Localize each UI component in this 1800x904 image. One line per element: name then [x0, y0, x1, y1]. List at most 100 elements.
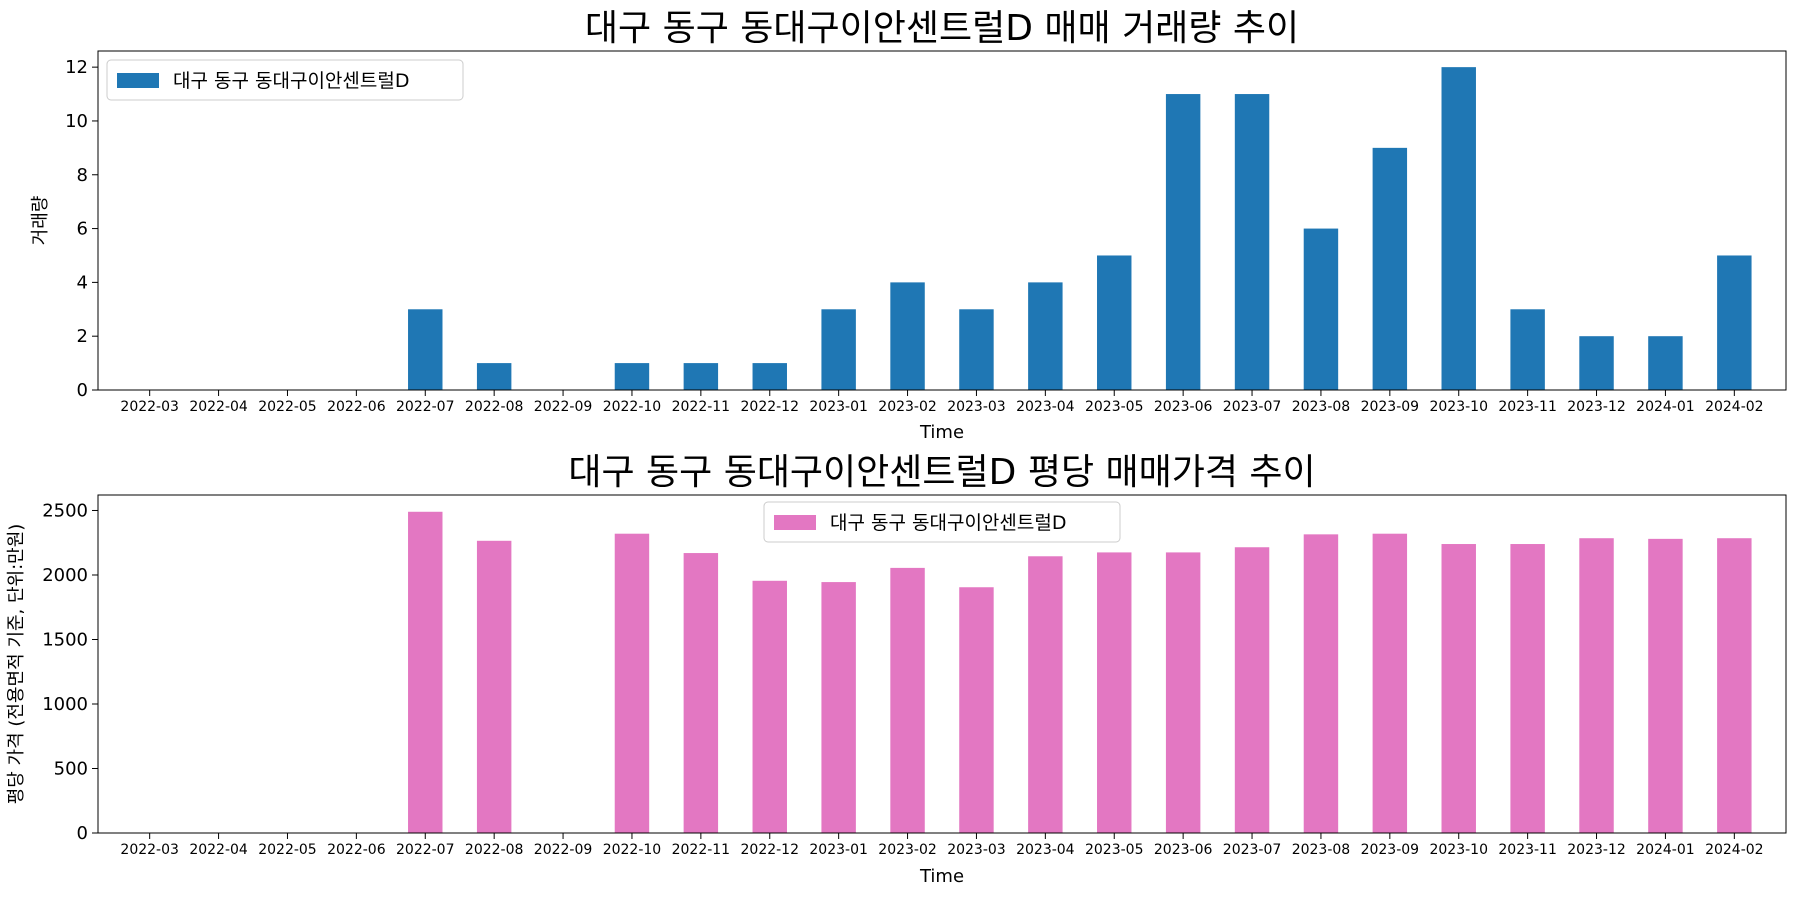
x-tick-label: 2023-08: [1292, 399, 1351, 415]
bar-2023-05: [1097, 255, 1132, 390]
bar-2023-07: [1234, 547, 1270, 833]
bar-2023-10: [1441, 67, 1476, 391]
bar-2023-06: [1165, 94, 1201, 391]
x-tick-label: 2023-01: [809, 399, 868, 415]
x-tick-label: 2024-01: [1636, 399, 1695, 415]
chart-panel-1: 대구 동구 동대구이안센트럴D 매매 거래량 추이 0 2 4 6 8 10 12 2022-0…: [30, 8, 1787, 443]
x-tick-label: 2023-09: [1361, 399, 1420, 415]
y-tick-label: 0: [77, 823, 88, 844]
x-tick-label: 2022-04: [189, 842, 248, 858]
bar-2024-02: [1717, 255, 1752, 390]
bar-2022-12: [752, 580, 787, 833]
y-tick-label: 0: [77, 380, 88, 401]
bar-2023-11: [1510, 309, 1545, 390]
x-tick-label: 2023-04: [1016, 399, 1075, 415]
x-tick-label: 2023-05: [1085, 399, 1144, 415]
x-tick-label: 2024-01: [1636, 842, 1695, 858]
x-tick-label: 2023-11: [1498, 399, 1557, 415]
bar-2022-12: [752, 363, 787, 390]
x-tick-label: 2022-08: [465, 399, 524, 415]
legend: 대구 동구 동대구이안센트럴D: [763, 501, 1121, 543]
legend-swatch: [117, 73, 159, 88]
bar-2024-02: [1717, 538, 1752, 833]
y-tick-label: 4: [77, 272, 88, 293]
y-tick-label: 1000: [42, 694, 88, 715]
x-tick-label: 2022-06: [327, 842, 386, 858]
x-tick-label: 2023-06: [1154, 399, 1213, 415]
bar-2023-12: [1579, 336, 1614, 390]
bar-2023-07: [1234, 94, 1270, 391]
x-tick-label: 2023-12: [1567, 399, 1626, 415]
x-tick-label: 2023-07: [1223, 842, 1282, 858]
y-tick-label: 12: [65, 57, 88, 78]
y-tick-label: 2500: [42, 500, 88, 521]
x-tick-label: 2023-03: [947, 399, 1006, 415]
y-tick-label: 6: [77, 219, 88, 240]
y-tick-label: 1500: [42, 629, 88, 650]
x-tick-label: 2022-07: [396, 842, 455, 858]
x-tick-label: 2023-11: [1498, 842, 1557, 858]
bar-2023-01: [821, 309, 856, 390]
chart-title: 대구 동구 동대구이안센트럴D 매매 거래량 추이: [585, 8, 1299, 49]
x-tick-label: 2022-05: [258, 399, 317, 415]
bar-2022-10: [614, 363, 650, 390]
legend-label: 대구 동구 동대구이안센트럴D: [173, 70, 409, 92]
y-tick-label: 10: [65, 111, 88, 132]
x-tick-label: 2022-10: [603, 399, 662, 415]
bar-2023-01: [821, 582, 856, 833]
bar-2023-06: [1165, 552, 1201, 833]
bar-2023-02: [890, 282, 925, 390]
y-axis-label: 거래량: [30, 196, 51, 246]
y-tick-label: 2000: [42, 565, 88, 586]
bar-2023-03: [959, 587, 994, 833]
x-tick-label: 2023-05: [1085, 842, 1144, 858]
x-tick-label: 2023-02: [878, 842, 937, 858]
x-tick-label: 2022-05: [258, 842, 317, 858]
bar-2023-03: [959, 309, 994, 390]
legend-swatch: [774, 515, 816, 530]
y-tick-label: 500: [54, 758, 88, 779]
bar-2022-08: [476, 363, 512, 390]
x-tick-label: 2022-04: [189, 399, 248, 415]
x-tick-label: 2022-08: [465, 842, 524, 858]
bar-2023-09: [1372, 533, 1408, 833]
legend-label: 대구 동구 동대구이안센트럴D: [830, 512, 1066, 534]
bar-2023-08: [1303, 228, 1339, 390]
bar-series: [408, 511, 1752, 833]
bar-2022-11: [683, 553, 719, 833]
x-tick-label: 2022-12: [741, 842, 800, 858]
x-tick-label: 2024-02: [1705, 842, 1764, 858]
x-tick-label: 2023-12: [1567, 842, 1626, 858]
bar-2022-10: [614, 533, 650, 833]
x-tick-label: 2022-03: [120, 399, 179, 415]
plot-frame: [97, 494, 1787, 834]
x-axis-label: Time: [919, 422, 964, 443]
x-tick-label: 2023-07: [1223, 399, 1282, 415]
x-tick-label: 2023-01: [809, 842, 868, 858]
bar-2023-09: [1372, 147, 1408, 390]
x-tick-label: 2023-06: [1154, 842, 1213, 858]
x-tick-label: 2023-10: [1429, 842, 1488, 858]
x-tick-label: 2023-03: [947, 842, 1006, 858]
bar-2024-01: [1648, 336, 1683, 390]
y-axis-label: 평당 가격 (전용면적 기준, 단위:만원): [6, 524, 27, 805]
chart-title: 대구 동구 동대구이안센트럴D 평당 매매가격 추이: [568, 452, 1315, 493]
x-axis-label: Time: [919, 866, 964, 887]
legend-box: [763, 501, 1121, 543]
x-tick-label: 2022-07: [396, 399, 455, 415]
bar-2023-10: [1441, 544, 1476, 833]
x-tick-label: 2022-03: [120, 842, 179, 858]
x-tick-label: 2022-11: [672, 842, 731, 858]
x-tick-label: 2022-09: [534, 399, 593, 415]
bar-2023-04: [1028, 556, 1063, 833]
plot-frame: [97, 50, 1787, 391]
x-tick-label: 2023-08: [1292, 842, 1351, 858]
x-tick-label: 2022-12: [741, 399, 800, 415]
x-tick-label: 2023-04: [1016, 842, 1075, 858]
chart-panel-2: 대구 동구 동대구이안센트럴D 평당 매매가격 추이 0 500 1000 1500 20…: [6, 452, 1787, 887]
x-tick-label: 2022-09: [534, 842, 593, 858]
bar-2024-01: [1648, 538, 1683, 833]
bar-2022-07: [408, 511, 443, 833]
